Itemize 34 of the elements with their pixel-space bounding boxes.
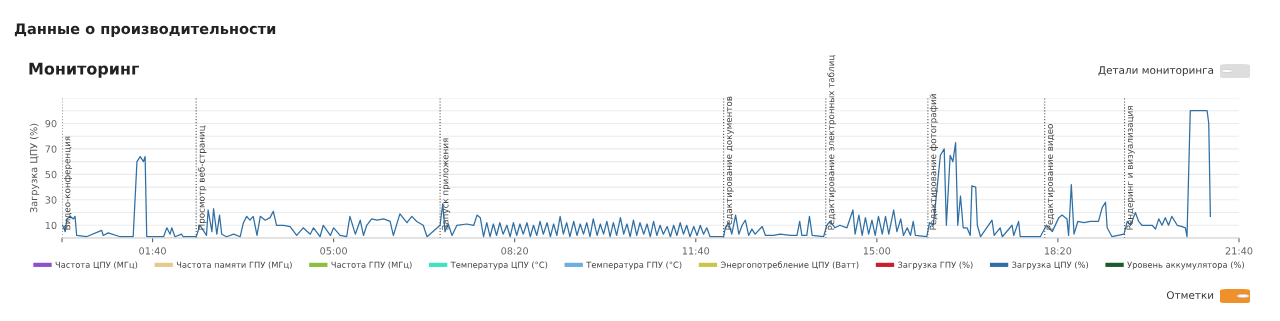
y-tick-label: 90 <box>45 119 57 128</box>
y-tick-label: 50 <box>45 170 57 179</box>
x-tick-label: 11:40 <box>682 247 710 255</box>
y-axis-title: Загрузка ЦПУ (%) <box>29 123 40 213</box>
x-tick-label: 18:20 <box>1044 247 1072 255</box>
ref-line-label: Редактирование электронных таблиц <box>827 55 837 230</box>
y-tick-label: 30 <box>45 196 57 204</box>
text: Отметки <box>1166 291 1214 300</box>
ref-line-label: Просмотр веб-страниц <box>197 125 207 230</box>
chart-subtitle: Мониторинг <box>29 62 139 78</box>
ref-line-label: Редактирование видео <box>1046 124 1055 230</box>
ref-line-label: Запуск приложения <box>441 138 451 230</box>
legend-label: Частота памяти ГПУ (МГц) <box>176 261 292 269</box>
legend-label: Температура ЦПУ (°C) <box>450 261 548 270</box>
x-tick-label: 15:00 <box>863 247 891 255</box>
legend-label: Энергопотребление ЦПУ (Ватт) <box>720 261 859 270</box>
ref-line-label: Рендеринг и визуализация <box>1126 106 1135 230</box>
legend-label: Температура ГПУ (°C) <box>586 261 682 270</box>
x-tick-label: 01:40 <box>139 247 166 255</box>
legend-label: Частота ЦПУ (МГц) <box>55 261 138 270</box>
x-tick-label: 08:20 <box>501 247 529 255</box>
chart-title: Данные о производительности <box>14 23 276 38</box>
legend-label: Загрузка ЦПУ (%) <box>1012 261 1089 270</box>
text: Детали мониторинга <box>1098 66 1214 77</box>
ref-line-label: Редактирование фотографий <box>929 94 938 230</box>
x-tick-label: 05:00 <box>320 247 347 255</box>
legend-label: Частота ГПУ (МГц) <box>331 261 412 269</box>
ref-line-label: Редактирование документов <box>725 96 734 230</box>
ref-line-label: Видео-конференция <box>63 136 73 230</box>
x-tick-label: 21:40 <box>1225 247 1253 255</box>
legend-label: Уровень аккумулятора (%) <box>1127 261 1244 270</box>
y-tick-label: 10 <box>45 221 57 230</box>
y-tick-label: 70 <box>45 145 57 153</box>
legend-label: Загрузка ГПУ (%) <box>898 261 973 270</box>
